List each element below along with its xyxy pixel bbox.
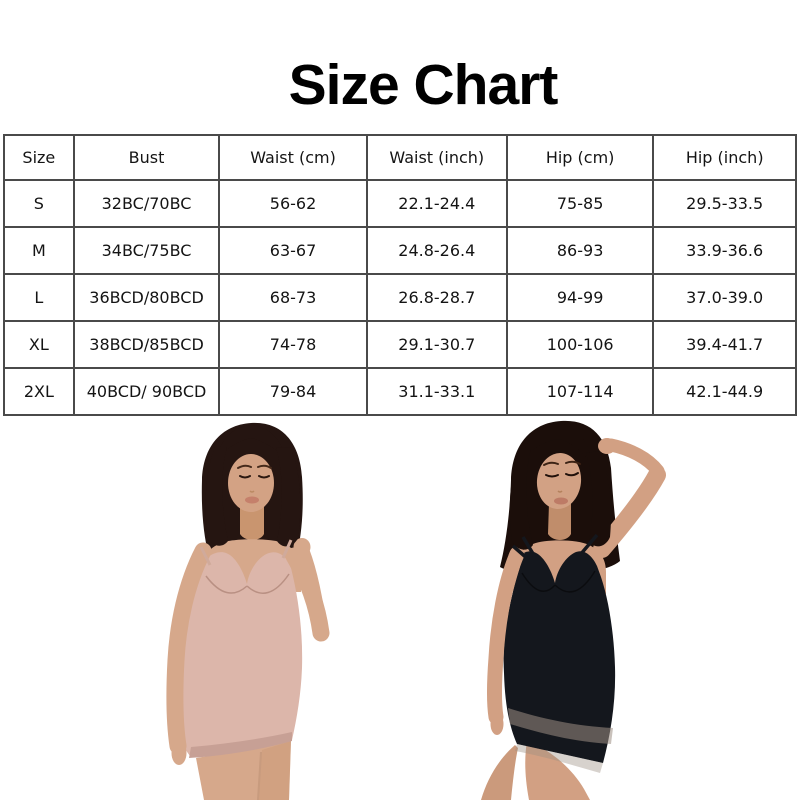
hem-band — [189, 732, 292, 758]
table-cell: 100-106 — [505, 320, 655, 369]
table-row-2xl: 2XL 40BCD/ 90BCD 79-84 31.1-33.1 107-114… — [3, 367, 797, 416]
nude-dress — [171, 552, 303, 756]
table-cell: 38BCD/85BCD — [72, 320, 221, 369]
raised-forearm — [604, 438, 665, 478]
hair-fringe — [522, 423, 592, 464]
product-photo-nude-dress — [166, 422, 330, 800]
neck — [548, 503, 571, 540]
table-cell: 39.4-41.7 — [652, 320, 797, 369]
cup-seams — [205, 573, 290, 594]
right-hand — [171, 741, 187, 765]
legs — [196, 741, 291, 800]
size-chart-table: Size Bust Waist (cm) Waist (inch) Hip (c… — [3, 134, 797, 416]
raised-hand — [598, 438, 616, 454]
nose — [557, 490, 563, 493]
mesh-band — [508, 708, 613, 744]
table-cell: 37.0-39.0 — [652, 273, 797, 322]
hair-strand-left — [509, 449, 533, 550]
table-cell: 74-78 — [218, 320, 368, 369]
table-cell: 2XL — [3, 367, 75, 416]
table-row-xl: XL 38BCD/85BCD 74-78 29.1-30.7 100-106 3… — [3, 320, 797, 369]
table-cell: L — [3, 273, 75, 322]
neck — [240, 502, 264, 540]
eyes-closed — [545, 472, 579, 478]
hair-strand-right — [276, 447, 301, 547]
lips — [245, 496, 259, 504]
table-cell: S — [3, 179, 75, 228]
left-model — [166, 422, 330, 800]
page-title: Size Chart — [288, 53, 559, 117]
table-cell: 24.8-26.4 — [365, 226, 508, 275]
table-row-l: L 36BCD/80BCD 68-73 26.8-28.7 94-99 37.0… — [3, 273, 797, 322]
table-row-m: M 34BC/75BC 63-67 24.8-26.4 86-93 33.9-3… — [3, 226, 797, 275]
hair-fringe — [217, 425, 285, 457]
table-cell: 79-84 — [218, 367, 368, 416]
table-cell: 32BC/70BC — [72, 179, 221, 228]
column-header-hip-cm: Hip (cm) — [505, 134, 655, 181]
front-thigh — [525, 741, 590, 800]
table-cell: M — [3, 226, 75, 275]
table-cell: 86-93 — [505, 226, 655, 275]
column-header-waist-cm: Waist (cm) — [218, 134, 368, 181]
table-cell: 107-114 — [505, 367, 655, 416]
black-dress — [503, 551, 616, 763]
table-header-row: Size Bust Waist (cm) Waist (inch) Hip (c… — [3, 134, 797, 181]
leg-crease — [257, 751, 262, 800]
hair-strand-right — [586, 451, 611, 547]
eyes — [239, 475, 270, 479]
hair-strand-left — [205, 447, 228, 546]
table-cell: 42.1-44.9 — [652, 367, 797, 416]
hem-mesh — [515, 744, 603, 773]
dress-straps — [199, 539, 293, 566]
table-cell: 34BC/75BC — [72, 226, 221, 275]
table-cell: 75-85 — [505, 179, 655, 228]
left-hand — [293, 538, 311, 556]
table-cell: XL — [3, 320, 75, 369]
column-header-bust: Bust — [72, 134, 221, 181]
right-arm — [166, 542, 212, 755]
left-forearm — [296, 544, 328, 641]
nose — [249, 490, 255, 493]
table-cell: 40BCD/ 90BCD — [72, 367, 221, 416]
right-model — [481, 420, 666, 800]
face — [228, 454, 274, 512]
face — [536, 453, 582, 509]
down-hand — [490, 713, 504, 735]
table-cell: 68-73 — [218, 273, 368, 322]
table-cell: 31.1-33.1 — [365, 367, 508, 416]
down-arm — [487, 546, 525, 725]
column-header-size: Size — [3, 134, 75, 181]
back-leg — [481, 745, 518, 800]
table-cell: 56-62 — [218, 179, 368, 228]
column-header-hip-inch: Hip (inch) — [652, 134, 797, 181]
table-cell: 63-67 — [218, 226, 368, 275]
cup-seams — [521, 570, 596, 593]
product-photo-black-dress — [481, 420, 666, 800]
leg-shadow — [259, 741, 291, 800]
table-cell: 94-99 — [505, 273, 655, 322]
table-row-s: S 32BC/70BC 56-62 22.1-24.4 75-85 29.5-3… — [3, 179, 797, 228]
table-cell: 36BCD/80BCD — [72, 273, 221, 322]
eyebrows — [237, 464, 272, 469]
table-cell: 29.5-33.5 — [652, 179, 797, 228]
eyebrows — [543, 460, 581, 466]
table-cell: 29.1-30.7 — [365, 320, 508, 369]
raised-upper-arm — [593, 466, 666, 558]
table-cell: 33.9-36.6 — [652, 226, 797, 275]
dress-straps — [511, 533, 599, 562]
table-cell: 22.1-24.4 — [365, 179, 508, 228]
column-header-waist-inch: Waist (inch) — [365, 134, 508, 181]
lips — [554, 497, 568, 505]
table-cell: 26.8-28.7 — [365, 273, 508, 322]
